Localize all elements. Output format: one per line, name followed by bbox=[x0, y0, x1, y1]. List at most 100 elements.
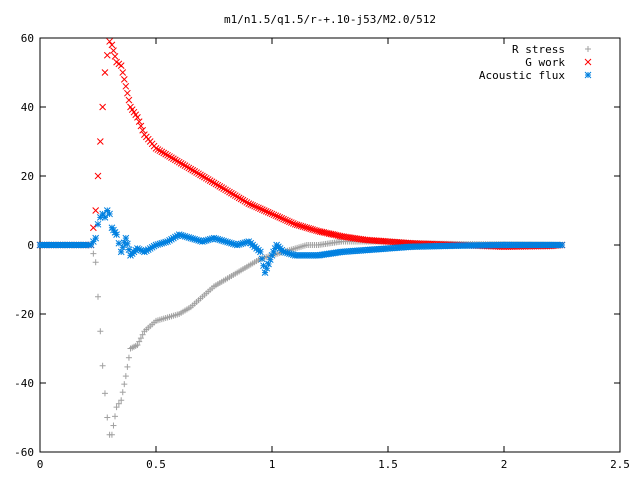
data-point bbox=[162, 150, 170, 158]
data-point bbox=[113, 404, 120, 411]
data-point bbox=[158, 148, 166, 156]
data-point bbox=[115, 400, 122, 407]
data-point bbox=[125, 246, 133, 253]
data-point bbox=[295, 222, 303, 229]
data-point bbox=[90, 224, 97, 232]
data-point bbox=[303, 224, 311, 232]
data-point bbox=[299, 223, 307, 230]
data-point bbox=[170, 155, 177, 163]
data-point bbox=[187, 165, 195, 173]
data-point bbox=[202, 174, 210, 182]
y-tick-label: -60 bbox=[14, 446, 34, 459]
data-point bbox=[179, 161, 187, 168]
data-point bbox=[134, 342, 141, 349]
data-point bbox=[119, 69, 127, 76]
data-point bbox=[135, 118, 143, 126]
data-point bbox=[110, 422, 117, 429]
data-point bbox=[108, 41, 116, 49]
data-point bbox=[120, 76, 128, 83]
data-point bbox=[224, 187, 231, 195]
y-tick-label: -20 bbox=[14, 308, 34, 321]
data-point bbox=[247, 201, 255, 208]
data-point bbox=[139, 331, 146, 338]
data-point bbox=[103, 207, 111, 214]
data-point bbox=[137, 335, 144, 342]
data-point bbox=[134, 113, 141, 121]
data-point bbox=[233, 193, 241, 201]
data-point bbox=[106, 210, 113, 218]
data-point bbox=[112, 413, 119, 420]
data-point bbox=[119, 389, 126, 396]
data-point bbox=[197, 171, 204, 179]
data-point bbox=[189, 166, 197, 174]
data-point bbox=[260, 207, 268, 214]
data-point bbox=[166, 153, 173, 160]
data-point bbox=[199, 172, 206, 180]
data-point bbox=[156, 147, 164, 155]
data-point bbox=[229, 191, 237, 198]
data-point bbox=[118, 397, 125, 404]
data-point bbox=[220, 185, 228, 193]
y-tick-label: 40 bbox=[21, 101, 34, 114]
data-point bbox=[193, 169, 200, 176]
data-point bbox=[216, 182, 224, 190]
x-tick-label: 0.5 bbox=[146, 458, 166, 471]
data-point bbox=[99, 103, 106, 111]
data-point bbox=[113, 231, 120, 239]
data-point bbox=[103, 51, 111, 59]
data-point bbox=[137, 122, 145, 130]
data-point bbox=[136, 338, 143, 345]
data-point bbox=[291, 220, 299, 228]
data-point bbox=[222, 186, 229, 194]
data-point bbox=[117, 62, 125, 69]
data-point bbox=[122, 234, 130, 242]
x-tick-label: 1.5 bbox=[378, 458, 398, 471]
data-point bbox=[106, 38, 113, 45]
data-point bbox=[301, 223, 309, 231]
y-tick-label: 20 bbox=[21, 170, 34, 183]
data-point bbox=[253, 203, 260, 211]
data-point bbox=[175, 158, 183, 166]
data-point bbox=[257, 248, 264, 256]
data-point bbox=[241, 197, 249, 205]
data-point bbox=[251, 202, 258, 210]
data-point bbox=[92, 259, 99, 266]
data-point bbox=[122, 82, 130, 90]
data-point bbox=[255, 204, 262, 212]
series-acoustic-flux bbox=[36, 207, 566, 276]
data-point bbox=[274, 213, 282, 220]
data-point bbox=[195, 170, 202, 178]
data-point bbox=[94, 172, 102, 180]
data-point bbox=[235, 194, 243, 202]
data-point bbox=[297, 222, 305, 230]
data-point bbox=[99, 362, 106, 369]
series-r-stress bbox=[37, 238, 565, 438]
data-point bbox=[139, 126, 147, 134]
data-point bbox=[206, 177, 214, 184]
data-point bbox=[183, 163, 191, 171]
data-point bbox=[266, 209, 274, 217]
data-point bbox=[95, 293, 101, 300]
y-tick-label: 0 bbox=[27, 239, 34, 252]
data-point bbox=[286, 218, 293, 226]
data-point bbox=[92, 207, 100, 214]
legend-label: G work bbox=[525, 56, 565, 69]
y-tick-label: 60 bbox=[21, 32, 34, 45]
data-point bbox=[152, 145, 160, 152]
data-point bbox=[210, 179, 218, 187]
x-tick-label: 2.5 bbox=[610, 458, 630, 471]
data-point bbox=[173, 157, 181, 165]
legend-marker bbox=[584, 71, 592, 79]
data-point bbox=[124, 240, 131, 248]
data-point bbox=[249, 201, 257, 209]
data-point bbox=[272, 212, 280, 220]
y-tick-label: -40 bbox=[14, 377, 34, 390]
data-point bbox=[117, 248, 125, 256]
chart-title: m1/n1.5/q1.5/r-+.10-j53/M2.0/512 bbox=[224, 13, 436, 26]
data-point bbox=[231, 192, 239, 199]
data-point bbox=[208, 178, 216, 186]
data-point bbox=[97, 328, 104, 335]
data-point bbox=[92, 234, 100, 242]
data-point bbox=[284, 217, 291, 225]
